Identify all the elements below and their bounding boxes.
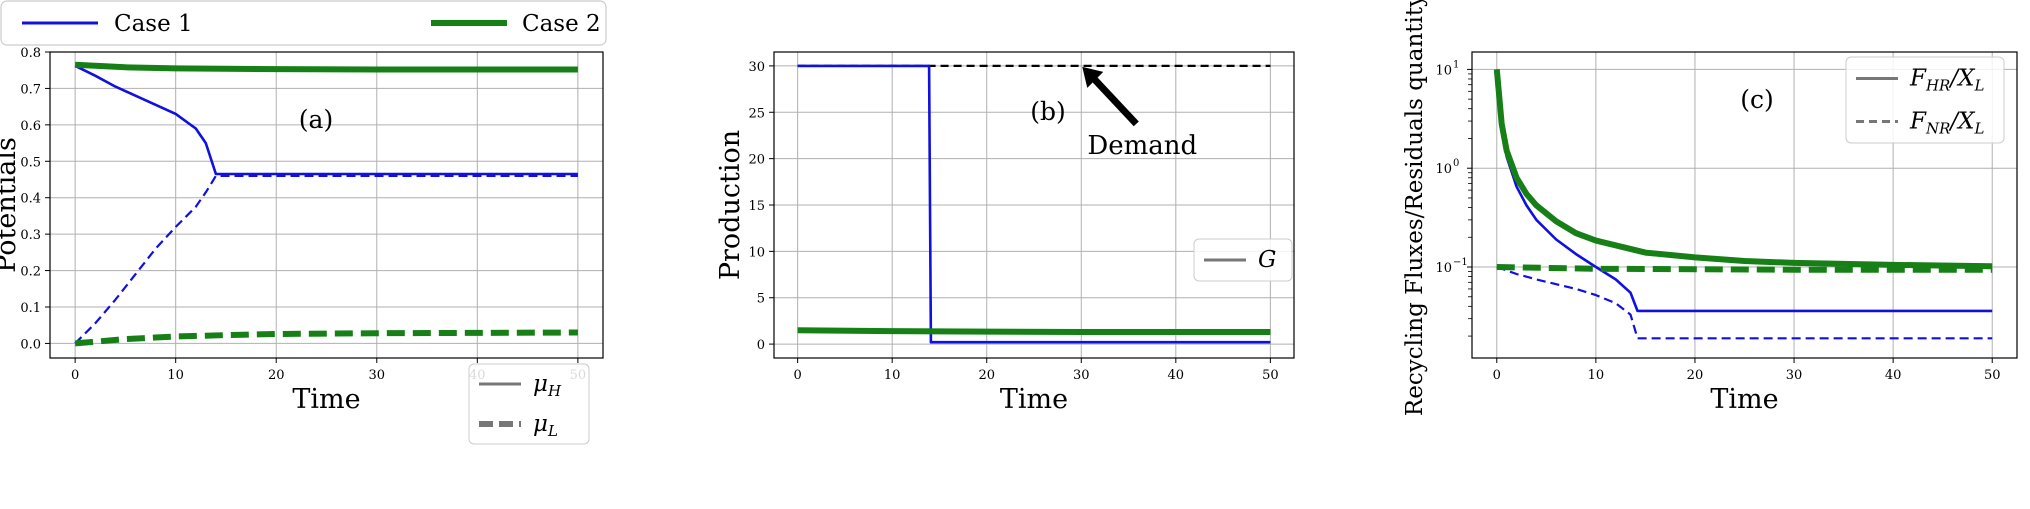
series-case2-solid	[1493, 69, 1993, 270]
legend-label-sub: HR	[1925, 77, 1950, 95]
figure-legend: Case 1 Case 2	[0, 0, 607, 46]
legend-label: μH	[533, 371, 562, 400]
series-case1-dashed	[74, 174, 578, 345]
plot-frame	[1471, 51, 2018, 359]
tick-label-y-exponent: 1	[1453, 59, 1459, 70]
annotation-text: Demand	[1087, 131, 1197, 161]
tick-label-x: 30	[368, 368, 385, 383]
tick-label-x: 0	[71, 368, 79, 383]
tick-label-y: 0.7	[20, 82, 41, 97]
series-case2-dashed	[74, 329, 578, 347]
legend-label-sub: L	[1973, 77, 1984, 95]
x-axis-label: Time	[1710, 384, 1778, 415]
tick-label-y: 0	[757, 338, 765, 353]
tick-label-y: 0.4	[20, 192, 41, 207]
panel-a: 010203040500.00.10.20.30.40.50.60.70.8Ti…	[0, 46, 604, 445]
series-case1-solid	[74, 64, 578, 176]
annotation-arrow-shaft	[1088, 73, 1139, 127]
y-axis-label: Potentials	[0, 137, 22, 273]
annotation-arrow-head	[1082, 66, 1104, 88]
tick-label-y: 10	[1435, 261, 1452, 276]
tick-label-x: 20	[978, 368, 995, 383]
tick-label-y: 0.2	[20, 265, 41, 280]
panel-label: (a)	[299, 105, 333, 134]
tick-label-y: 10	[1435, 162, 1452, 177]
tick-label-y: 15	[748, 199, 765, 214]
tick-label-y: 30	[748, 60, 765, 75]
panel-legend-frame	[468, 363, 590, 445]
legend-label: G	[1258, 247, 1276, 273]
tick-label-y: 0.5	[20, 155, 41, 170]
y-axis-label: Recycling Fluxes/Residuals quantity	[1402, 0, 1428, 416]
legend-label-suffix: /X	[1948, 66, 1976, 92]
x-axis-label: Time	[1000, 384, 1068, 415]
tick-label-x: 10	[884, 368, 901, 383]
tick-label-y: 0.8	[20, 46, 41, 61]
tick-label-y: 20	[748, 153, 765, 168]
tick-label-x: 0	[1493, 368, 1501, 383]
figure-legend-frame	[0, 0, 607, 46]
legend-label-sub: NR	[1925, 120, 1950, 138]
tick-label-x: 0	[793, 368, 801, 383]
series-case2-solid	[797, 327, 1271, 335]
tick-label-y: 0.6	[20, 119, 41, 134]
tick-label-x: 10	[1588, 368, 1605, 383]
tick-label-x: 40	[1168, 368, 1185, 383]
legend-label-sub: L	[1974, 120, 1985, 138]
series-case1-solid	[797, 64, 1271, 344]
tick-label-x: 50	[1984, 368, 2001, 383]
legend-label-case2: Case 2	[522, 11, 601, 37]
tick-label-y-exponent: −1	[1453, 257, 1468, 268]
legend-label-suffix: /X	[1948, 109, 1976, 135]
panel-label: (c)	[1740, 85, 1774, 114]
series-case2-solid	[74, 61, 578, 73]
tick-label-x: 20	[1687, 368, 1704, 383]
tick-label-y: 0.3	[20, 228, 41, 243]
tick-label-x: 30	[1786, 368, 1803, 383]
series-case1-dashed	[1496, 265, 1993, 340]
legend-label-case1: Case 1	[114, 11, 193, 37]
tick-label-y: 10	[748, 245, 765, 260]
tick-label-x: 20	[268, 368, 285, 383]
legend-label-sub: H	[547, 382, 562, 400]
panel-legend: G	[1193, 238, 1293, 282]
tick-label-x: 30	[1073, 368, 1090, 383]
tick-label-y: 0.1	[20, 301, 41, 316]
legend-label-sub: L	[547, 422, 558, 440]
plot-frame	[49, 51, 604, 359]
tick-label-x: 10	[167, 368, 184, 383]
y-axis-label: Production	[715, 130, 746, 280]
tick-label-y: 5	[757, 292, 765, 307]
tick-label-y: 10	[1435, 63, 1452, 78]
x-axis-label: Time	[292, 384, 360, 415]
tick-label-x: 40	[1885, 368, 1902, 383]
tick-label-y-exponent: 0	[1453, 158, 1459, 169]
series-case2-dashed	[1496, 264, 1993, 273]
panel-b: 0 10 20 30 40 50 0 5 10 15 20 25 30 Time Production (b)…	[715, 51, 1295, 415]
panel-label: (b)	[1030, 97, 1066, 126]
tick-label-y: 0.0	[20, 337, 41, 352]
tick-label-y: 25	[748, 106, 765, 121]
tick-label-x: 50	[1262, 368, 1279, 383]
